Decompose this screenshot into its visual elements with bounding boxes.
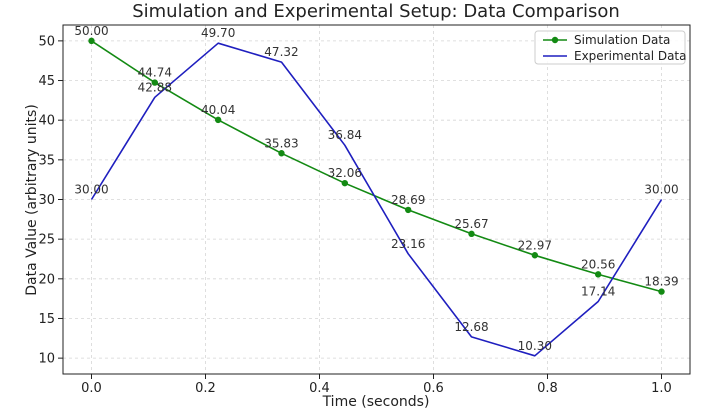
legend-label-simulation: Simulation Data [574,33,670,47]
data-label-experimental-data: 30.00 [74,183,108,197]
legend-box [534,30,686,65]
series-line-experimental-data [90,42,663,357]
x-tick-label: 0.0 [81,381,102,396]
data-point-simulation-data [531,252,539,259]
data-label-simulation-data: 25.67 [454,217,488,231]
data-label-experimental-data: 30.00 [644,183,678,197]
data-point-simulation-data [88,37,95,45]
data-labels: 50.00 44.74 40.04 35.83 32.06 28.69 25.67 22.97… [74,24,678,353]
data-label-simulation-data: 22.97 [518,238,552,252]
legend-marker-simulation [551,36,559,44]
data-point-simulation-data [594,271,602,278]
data-label-simulation-data: 44.74 [138,66,172,80]
x-axis-title: Time (seconds) [322,394,430,410]
x-tick-label: 0.2 [195,381,216,396]
chart-title: Simulation and Experimental Setup: Data … [132,1,620,22]
x-tick-label: 0.6 [423,381,444,396]
data-label-simulation-data: 18.39 [644,275,678,289]
data-point-simulation-data [404,206,412,214]
data-label-simulation-data: 35.83 [264,136,298,150]
data-point-simulation-data [278,150,285,157]
y-tick-label: 50 [38,34,55,49]
y-tick-label: 45 [38,74,55,89]
legend-label-experimental: Experimental Data [574,49,687,63]
legend: Simulation Data Experimental Data [534,30,687,65]
data-label-simulation-data: 20.56 [581,257,615,271]
data-label-experimental-data: 12.68 [454,320,488,334]
data-point-simulation-data [214,116,222,124]
x-tick-label: 0.8 [537,381,558,396]
data-label-experimental-data: 47.32 [264,45,298,59]
data-label-simulation-data: 32.06 [328,166,362,180]
y-tick-label: 30 [38,193,55,208]
data-point-simulation-data [468,230,475,238]
data-label-experimental-data: 36.84 [328,128,362,142]
y-tick-label: 15 [38,312,55,327]
y-tick-label: 20 [38,272,55,287]
data-point-simulation-data [151,79,159,86]
y-tick-label: 35 [38,153,55,168]
series-line-simulation-data [91,40,662,293]
data-point-simulation-data [658,288,665,295]
data-label-simulation-data: 50.00 [74,24,108,38]
data-label-experimental-data: 49.70 [201,26,235,40]
data-point-simulation-data [341,179,349,187]
data-label-simulation-data: 28.69 [391,193,425,207]
y-axis-title: Data Value (arbitrary units) [24,104,40,296]
y-tick-label: 25 [38,233,55,248]
data-label-experimental-data: 42.88 [138,80,172,94]
x-tick-label: 1.0 [651,381,672,396]
data-label-experimental-data: 10.30 [518,339,552,353]
data-label-experimental-data: 23.16 [391,237,425,251]
data-label-simulation-data: 40.04 [201,103,235,117]
y-tick-label: 40 [38,114,55,129]
series-layer [88,37,665,357]
axis-ticks: 0.0 0.2 0.4 0.6 0.8 1.0 10 15 20 25 30 35 40 45 50 [38,34,671,396]
data-label-experimental-data: 17.14 [581,285,615,299]
y-tick-label: 10 [38,352,55,367]
x-tick-label: 0.4 [309,381,330,396]
